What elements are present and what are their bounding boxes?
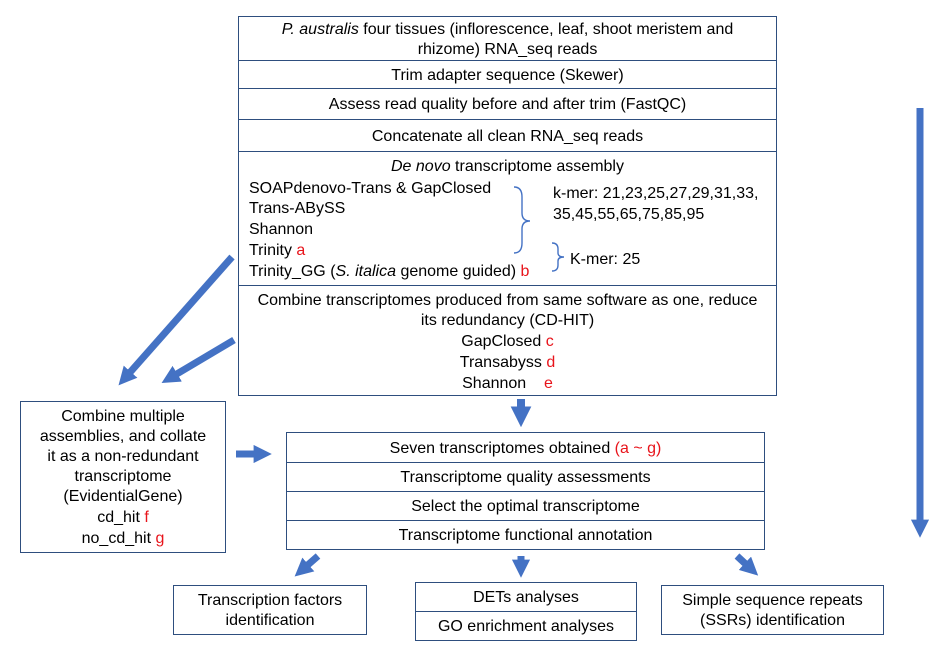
go-enrichment-label: GO enrichment analyses: [437, 618, 615, 635]
assembly-box: De novo transcriptome assembly SOAPdenov…: [238, 151, 777, 286]
tool-transabyss: Trans-ABySS: [249, 200, 346, 217]
select-optimal-step: Select the optimal transcriptome: [286, 491, 765, 521]
label-b: b: [520, 263, 530, 280]
input-reads-line2: rhizome) RNA_seq reads: [417, 41, 598, 58]
arrow-to-tf: [294, 553, 321, 577]
quality-assessment-label: Transcriptome quality assessments: [400, 469, 651, 486]
tool-trinity-gg: Trinity_GG (S. italica genome guided) b: [249, 263, 530, 280]
functional-annotation-label: Transcriptome functional annotation: [398, 527, 653, 544]
combine-line1: Combine transcriptomes produced from sam…: [257, 292, 758, 309]
functional-annotation-step: Transcriptome functional annotation: [286, 520, 765, 550]
evidential-line1: Combine multiple: [61, 408, 185, 425]
evidential-cd-hit: cd_hit f: [97, 509, 149, 526]
ssr-line2: (SSRs) identification: [700, 612, 845, 629]
tool-soapdenovo: SOAPdenovo-Trans & GapClosed: [249, 180, 492, 197]
arrow-assembly-to-evidential: [118, 254, 235, 386]
brace-kmer-single: [551, 241, 564, 272]
label-c: c: [545, 333, 554, 350]
ssr-line1: Simple sequence repeats: [682, 592, 863, 609]
input-reads-box: P. australis four tissues (inflorescence…: [238, 16, 777, 61]
concat-step: Concatenate all clean RNA_seq reads: [238, 119, 777, 152]
dets-label: DETs analyses: [473, 589, 579, 606]
evidential-line5: (EvidentialGene): [63, 488, 183, 505]
arrow-to-ssr: [734, 553, 759, 576]
label-a-to-g: (a ~ g): [614, 440, 662, 457]
combine-line2: its redundancy (CD-HIT): [420, 312, 595, 329]
trim-step: Trim adapter sequence (Skewer): [238, 60, 777, 89]
qc-step: Assess read quality before and after tri…: [238, 88, 777, 120]
brace-group: [513, 185, 564, 272]
dets-box: DETs analyses: [415, 582, 637, 612]
evidential-line3: it as a non-redundant: [47, 448, 199, 465]
tf-line1: Transcription factors: [197, 592, 343, 609]
input-reads-line1: P. australis four tissues (inflorescence…: [281, 21, 734, 38]
combine-same-software-box: Combine transcriptomes produced from sam…: [238, 285, 777, 396]
kmer-list-line1: k-mer: 21,23,25,27,29,31,33,: [553, 185, 759, 202]
combine-gapclosed: GapClosed c: [461, 333, 554, 350]
tool-trinity: Trinity a: [249, 242, 306, 259]
label-d: d: [546, 354, 556, 371]
label-a: a: [296, 242, 306, 259]
tf-identification-box: Transcription factors identification: [173, 585, 367, 635]
label-g: g: [155, 530, 165, 547]
quality-assessment-step: Transcriptome quality assessments: [286, 462, 765, 492]
trim-step-label: Trim adapter sequence (Skewer): [391, 67, 624, 84]
label-f: f: [144, 509, 149, 526]
tf-line2: identification: [225, 612, 315, 629]
seven-transcriptomes-label: Seven transcriptomes obtained (a ~ g): [389, 440, 662, 457]
evidential-line2: assemblies, and collate: [39, 428, 207, 445]
assembly-title: De novo transcriptome assembly: [391, 158, 624, 175]
go-enrichment-box: GO enrichment analyses: [415, 611, 637, 641]
seven-transcriptomes-step: Seven transcriptomes obtained (a ~ g): [286, 432, 765, 463]
qc-step-label: Assess read quality before and after tri…: [328, 96, 687, 113]
kmer-single: K-mer: 25: [570, 251, 641, 268]
tool-shannon: Shannon: [249, 221, 314, 238]
label-e: e: [543, 375, 553, 392]
evidential-no-cd-hit: no_cd_hit g: [81, 530, 165, 547]
select-optimal-label: Select the optimal transcriptome: [411, 498, 640, 515]
brace-kmer-list: [513, 185, 530, 254]
combine-transabyss: Transabyss d: [459, 354, 556, 371]
concat-step-label: Concatenate all clean RNA_seq reads: [371, 128, 644, 145]
ssr-identification-box: Simple sequence repeats (SSRs) identific…: [661, 585, 884, 635]
kmer-list-line2: 35,45,55,65,75,85,95: [553, 206, 705, 223]
evidentialgene-box: Combine multiple assemblies, and collate…: [20, 401, 226, 553]
combine-shannon: Shannon e: [462, 375, 553, 392]
evidential-line4: transcriptome: [74, 468, 172, 485]
arrow-combine-to-evidential: [161, 336, 236, 384]
